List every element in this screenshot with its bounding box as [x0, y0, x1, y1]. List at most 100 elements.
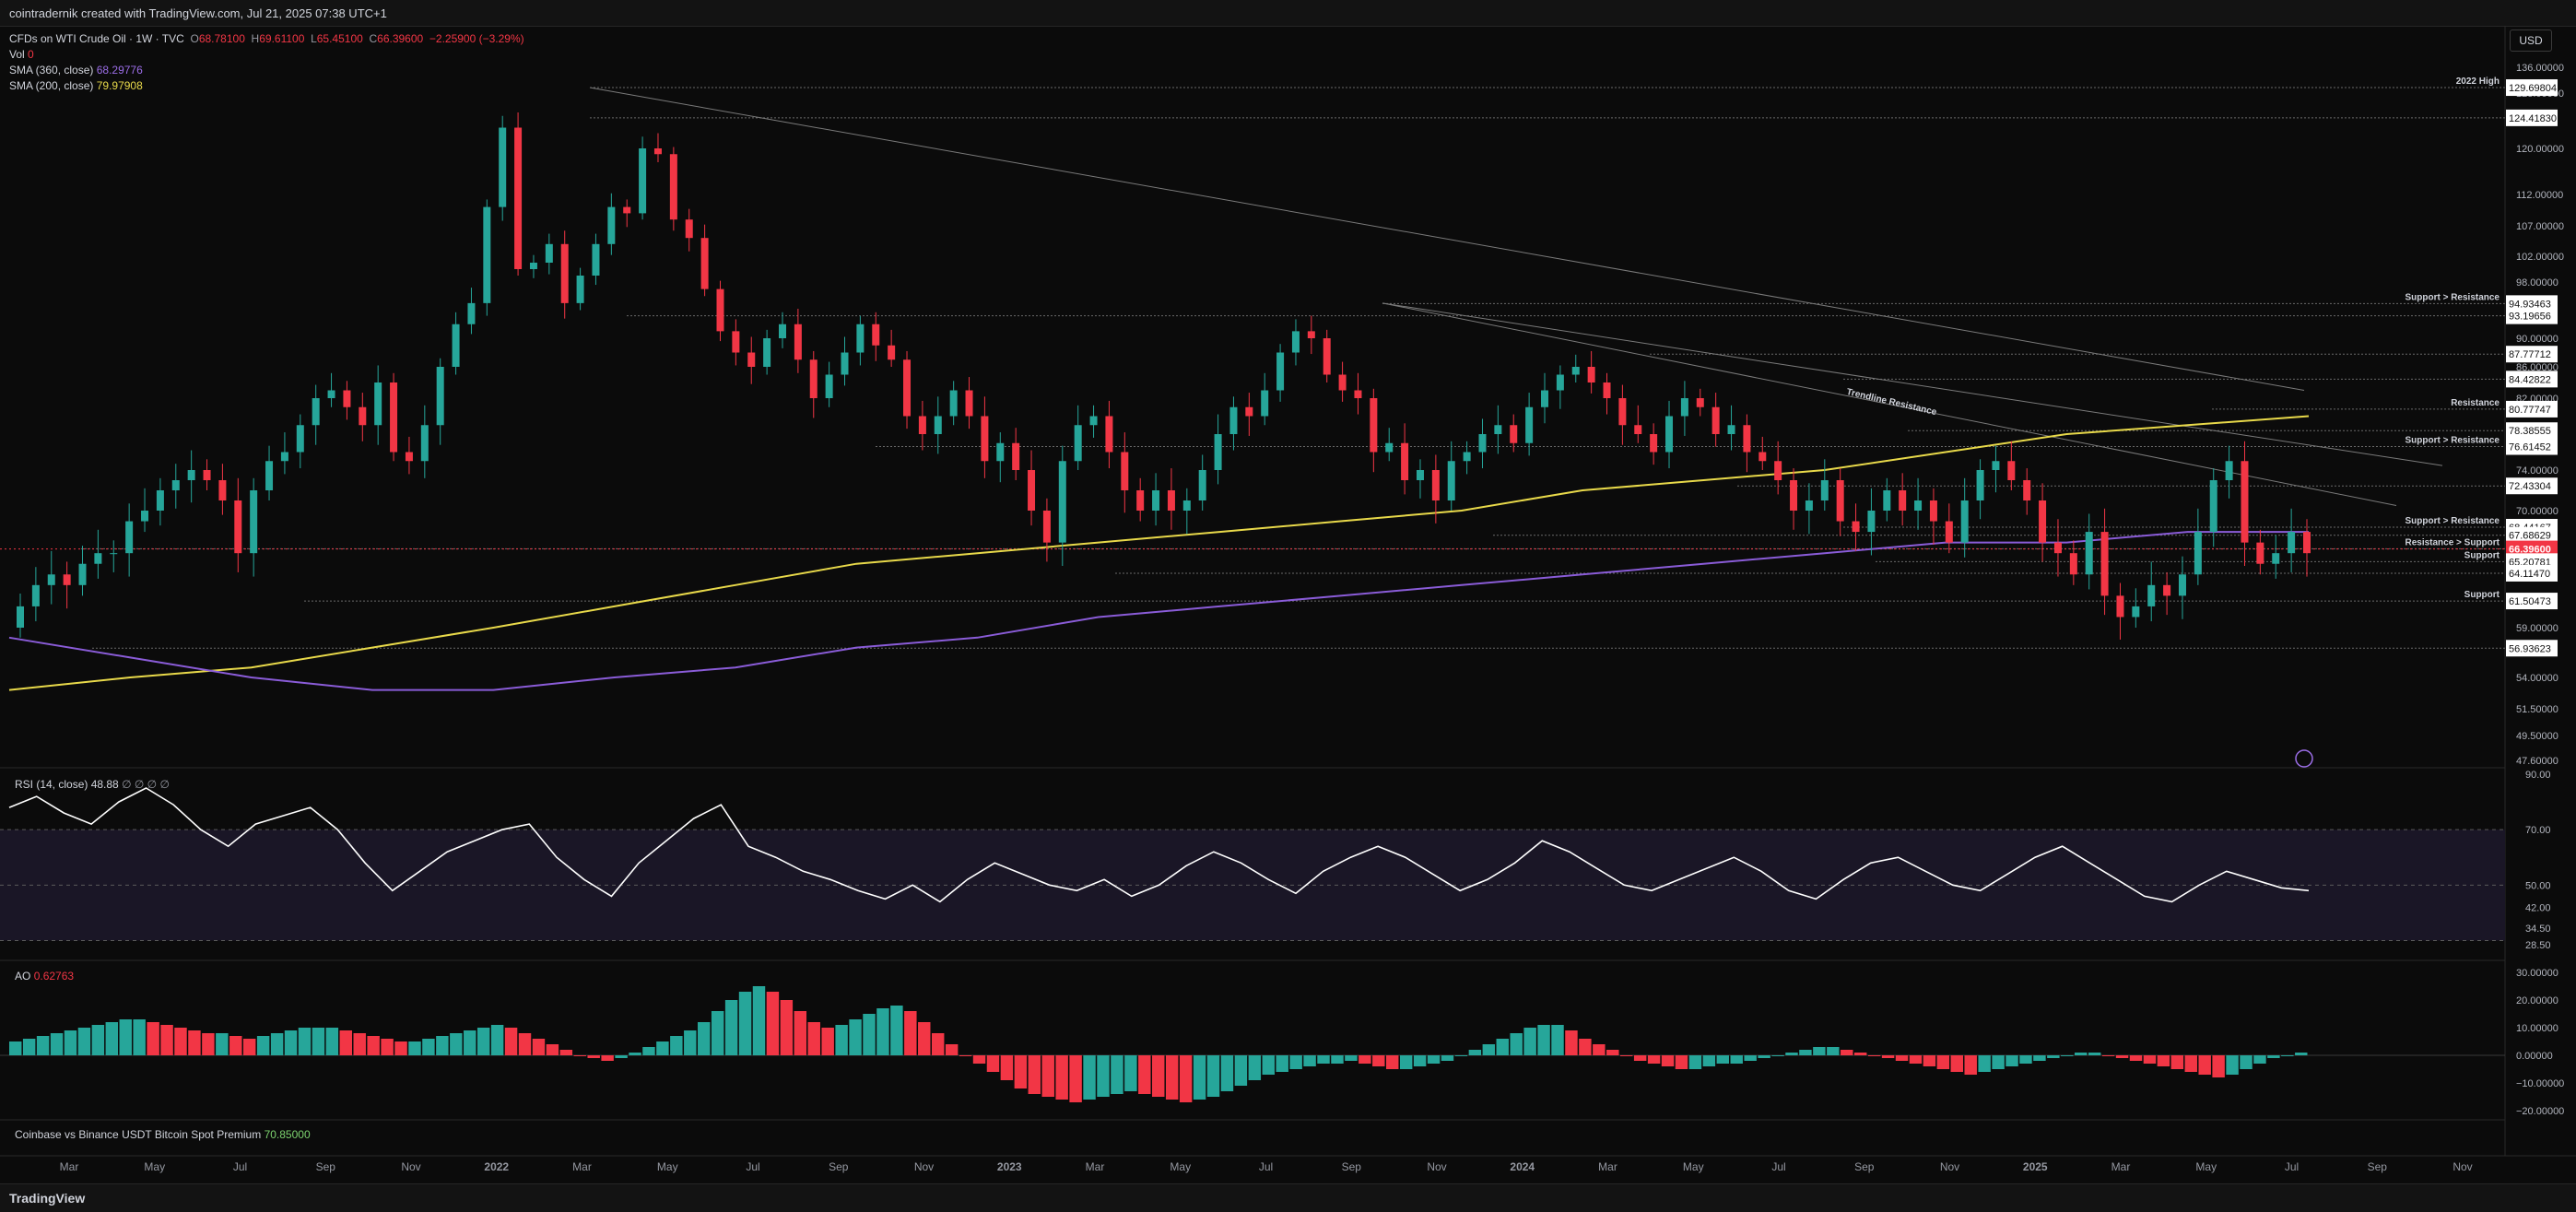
candle-body [1634, 425, 1642, 434]
ao-bar [1661, 1055, 1675, 1066]
candle-body [2100, 532, 2109, 596]
rsi-tick-label: 34.50 [2525, 924, 2551, 935]
candle-body [125, 521, 134, 554]
candle-body [2163, 584, 2171, 596]
ao-bar [807, 1022, 820, 1055]
time-axis-label: Jul [1771, 1160, 1785, 1173]
volume-label[interactable]: Vol [9, 48, 25, 61]
ao-bar [1014, 1055, 1028, 1088]
level-tag-label: 129.69804 [2509, 83, 2557, 94]
currency-button[interactable]: USD [2510, 29, 2552, 52]
level-tag-label: 64.11470 [2509, 569, 2550, 580]
candle-body [2023, 480, 2031, 500]
time-axis-label: 2025 [2023, 1160, 2048, 1173]
candle-body [1167, 490, 1175, 511]
ao-bar [2253, 1055, 2266, 1064]
ao-bar [629, 1053, 641, 1055]
candle-body [327, 390, 335, 398]
candle-body [903, 359, 912, 417]
ao-bar [1179, 1055, 1193, 1102]
tradingview-logo[interactable]: TradingView [9, 1191, 86, 1206]
level-tag [2506, 371, 2558, 388]
candle-body [2053, 542, 2062, 554]
ao-bar [2198, 1055, 2211, 1075]
ao-bar [1895, 1055, 1909, 1061]
candle-body [2256, 542, 2264, 564]
time-axis-label: Sep [2368, 1160, 2388, 1173]
candle-body [187, 470, 195, 480]
ao-bar [1758, 1055, 1770, 1058]
ao-bar [1124, 1055, 1137, 1091]
ao-bar [863, 1014, 876, 1055]
ao-bar [1647, 1055, 1661, 1064]
change-value: −2.25900 (−3.29%) [429, 32, 524, 45]
sma360-label[interactable]: SMA (360, close) [9, 64, 94, 76]
ao-bar [105, 1022, 119, 1055]
ao-bar [174, 1028, 187, 1055]
price-tick-label: 90.00000 [2516, 334, 2558, 345]
ao-bar [1413, 1055, 1427, 1066]
ao-bar [1785, 1053, 1798, 1055]
sma200-label[interactable]: SMA (200, close) [9, 79, 94, 92]
ao-bar [904, 1011, 917, 1055]
premium-label[interactable]: Coinbase vs Binance USDT Bitcoin Spot Pr… [15, 1128, 262, 1141]
ao-bar [1992, 1055, 2005, 1069]
ao-bar [476, 1028, 490, 1055]
current-price-label: 66.39600 [2509, 545, 2551, 556]
ao-bar [408, 1041, 421, 1055]
ao-bar [312, 1028, 325, 1055]
ao-bar [1083, 1055, 1096, 1100]
price-tick-label: 102.00000 [2516, 252, 2564, 263]
ao-bar [670, 1036, 683, 1055]
candle-body [1214, 434, 1222, 470]
level-tag-label: 84.42822 [2509, 374, 2551, 385]
candle-body [1805, 500, 1813, 511]
candle-body [2039, 500, 2047, 543]
candle-body [1711, 406, 1720, 434]
rsi-band [0, 830, 2505, 941]
candle-body [499, 127, 507, 207]
ao-bar [1523, 1028, 1536, 1055]
ao-bar [1881, 1055, 1895, 1058]
level-tag-label: 76.61452 [2509, 442, 2551, 453]
ao-tick-label: 20.00000 [2516, 995, 2558, 1006]
premium-value: 70.85000 [264, 1128, 311, 1141]
candle-body [1261, 390, 1269, 417]
symbol-row: CFDs on WTI Crude Oil · 1W · TVC O68.781… [9, 31, 524, 47]
ao-bar [684, 1030, 697, 1055]
ao-bar [2129, 1055, 2143, 1061]
ao-bar [216, 1033, 229, 1055]
ao-tick-label: 30.00000 [2516, 968, 2558, 979]
time-axis-label: Mar [572, 1160, 592, 1173]
open-label: O [190, 32, 199, 45]
candle-body [1665, 416, 1674, 453]
ao-bar [147, 1022, 159, 1055]
chart-canvas[interactable]: 2022 High Support > Resistance Resistance S… [0, 26, 2576, 1183]
ao-bar [202, 1033, 215, 1055]
level-tag [2506, 346, 2558, 363]
ao-bar [1606, 1050, 1619, 1055]
open-value: 68.78100 [198, 32, 245, 45]
ao-bar [559, 1050, 573, 1055]
rsi-label[interactable]: RSI (14, close) [15, 778, 88, 791]
ao-bar [2240, 1055, 2253, 1069]
ao-label[interactable]: AO [15, 970, 31, 983]
level-annotation: 2022 High [2456, 76, 2500, 87]
symbol-title[interactable]: CFDs on WTI Crude Oil · 1W · TVC [9, 32, 184, 45]
candle-body [1089, 416, 1098, 426]
candle-body [1743, 425, 1751, 453]
candle-body [312, 398, 320, 426]
price-tick-label: 98.00000 [2516, 277, 2558, 288]
ao-bar [1427, 1055, 1441, 1064]
ao-bar [1675, 1055, 1688, 1069]
candle-body [1587, 367, 1595, 382]
ao-bar [270, 1033, 284, 1055]
level-annotation: Resistance > Support [2405, 537, 2500, 547]
candle-body [669, 154, 677, 220]
candle-body [1945, 521, 1953, 543]
ao-bar [1359, 1055, 1371, 1064]
candle-body [31, 584, 40, 606]
ao-bar [2061, 1055, 2074, 1056]
ao-bar [1276, 1055, 1288, 1072]
ao-bar [2033, 1055, 2046, 1061]
